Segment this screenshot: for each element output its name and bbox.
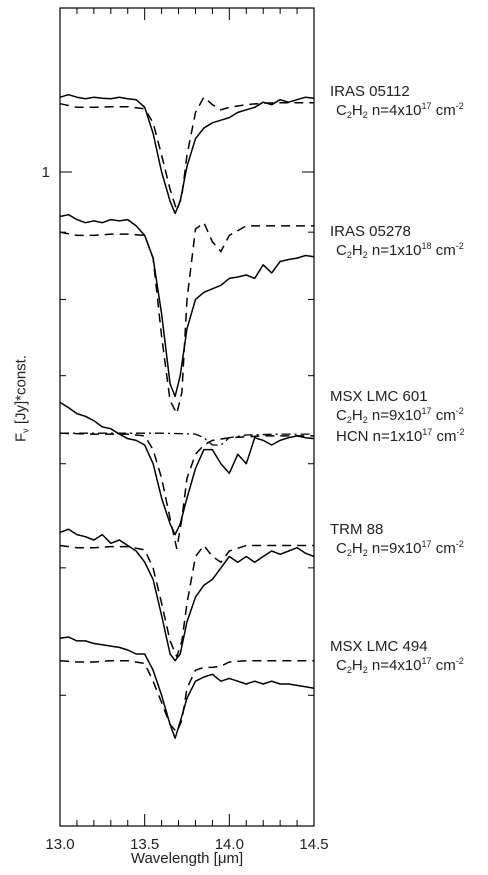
x-tick-label: 14.5 <box>299 836 328 853</box>
annotation-model-text: C2H2 n=4x1017 cm-2 <box>336 101 464 120</box>
x-axis-tick-labels: 13.0 13.5 14.0 14.5 <box>45 836 328 853</box>
model-spectrum-iras-05112 <box>59 96 314 213</box>
y-axis-title: Fν [Jy]*const. <box>12 354 31 443</box>
annotation-msx-lmc-494: MSX LMC 494 C2H2 n=4x1017 cm-2 <box>330 637 464 677</box>
annotation-model-text: C2H2 n=9x1017 cm-2 <box>336 539 464 558</box>
spectra-series <box>59 93 315 740</box>
x-tick-label: 13.0 <box>45 836 74 853</box>
annotation-label: TRM 88 <box>330 521 384 538</box>
observed-spectrum-trm-88 <box>59 528 315 662</box>
model-spectrum-msx-lmc-601 <box>59 432 314 549</box>
annotation-label: MSX LMC 601 <box>330 388 428 405</box>
y-axis-ticks <box>60 171 314 696</box>
annotation-label: IRAS 05112 <box>330 83 410 100</box>
annotation-label: IRAS 05278 <box>330 223 411 240</box>
y-axis-title-wrap: Fν [Jy]*const. <box>6 250 36 550</box>
annotation-iras-05278: IRAS 05278 C2H2 n=1x1018 cm-2 <box>330 222 464 262</box>
model-spectrum-iras-05278 <box>59 221 314 416</box>
hcn-model-spectrum-msx-lmc-601 <box>60 432 314 446</box>
model-spectrum-msx-lmc-494 <box>59 659 314 734</box>
annotation-msx-lmc-601: MSX LMC 601 C2H2 n=9x1017 cm-2 HCN n=1x101… <box>330 387 465 448</box>
observed-spectrum-msx-lmc-601 <box>59 401 315 536</box>
annotation-model-text: C2H2 n=1x1018 cm-2 <box>336 241 464 260</box>
x-axis-ticks <box>59 8 315 826</box>
x-axis-title: Wavelength [μm] <box>130 850 244 867</box>
observed-spectrum-iras-05278 <box>59 213 315 398</box>
annotation-label: MSX LMC 494 <box>330 638 428 655</box>
annotation-model2-text: HCN n=1x1017 cm-2 <box>336 427 465 445</box>
annotation-trm-88: TRM 88 C2H2 n=9x1017 cm-2 <box>330 520 464 560</box>
y-axis-tick-labels: 1 <box>42 164 50 181</box>
observed-spectrum-iras-05112 <box>59 93 315 215</box>
x-tick-label: 14.0 <box>215 836 244 853</box>
plot-frame <box>59 7 315 827</box>
annotation-model-text: C2H2 n=4x1017 cm-2 <box>336 656 464 675</box>
observed-spectrum-msx-lmc-494 <box>59 636 315 740</box>
annotation-iras-05112: IRAS 05112 C2H2 n=4x1017 cm-2 <box>330 82 464 122</box>
annotation-model-text: C2H2 n=9x1017 cm-2 <box>336 406 464 425</box>
y-tick-label: 1 <box>42 164 50 181</box>
model-spectrum-trm-88 <box>59 544 314 659</box>
x-tick-label: 13.5 <box>130 836 159 853</box>
